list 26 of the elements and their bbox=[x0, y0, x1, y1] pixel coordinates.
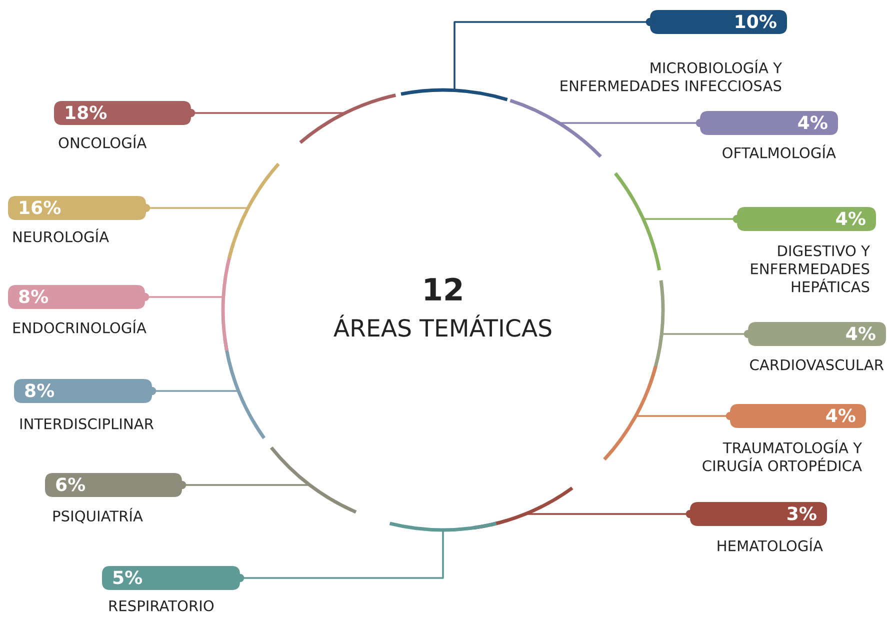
data-label: 3% bbox=[788, 506, 816, 520]
category-label: MICROBIOLOGÍA Y ENFERMEDADES INFECCIOSAS bbox=[560, 60, 782, 92]
category-label: DIGESTIVO Y ENFERMEDADES HEPÁTICAS bbox=[751, 245, 870, 292]
category-label: RESPIRATORIO bbox=[109, 600, 214, 612]
data-label: 4% bbox=[836, 212, 866, 226]
category-label: ENDOCRINOLOGÍA bbox=[13, 320, 146, 334]
category-label: CARDIOVASCULAR bbox=[750, 359, 884, 370]
data-label: 8% bbox=[19, 290, 48, 304]
category-label: INTERDISCIPLINAR bbox=[20, 418, 154, 430]
data-label: 6% bbox=[56, 478, 86, 492]
data-label: 4% bbox=[826, 408, 856, 422]
category-label: HEMATOLOGÍA bbox=[718, 538, 823, 552]
category-label: PSIQUIATRÍA bbox=[53, 508, 143, 524]
text: ÁREAS TEMÁTICAS bbox=[334, 314, 552, 337]
category-label: NEUROLOGÍA bbox=[13, 228, 109, 242]
category-label: OFTALMOLOGÍA bbox=[722, 144, 836, 158]
text: 12 bbox=[425, 278, 462, 300]
data-label: 4% bbox=[798, 116, 828, 130]
category-label: TRAUMATOLOGÍA Y CIRUGÍA ORTOPÉDICA bbox=[702, 440, 862, 472]
category-label: ONCOLOGÍA bbox=[58, 134, 147, 148]
data-label: 5% bbox=[113, 570, 142, 584]
data-label: 8% bbox=[25, 384, 54, 398]
data-label: 18% bbox=[66, 106, 107, 120]
data-label: 16% bbox=[20, 200, 61, 214]
data-label: 10% bbox=[736, 14, 776, 28]
data-label: 4% bbox=[846, 326, 876, 340]
